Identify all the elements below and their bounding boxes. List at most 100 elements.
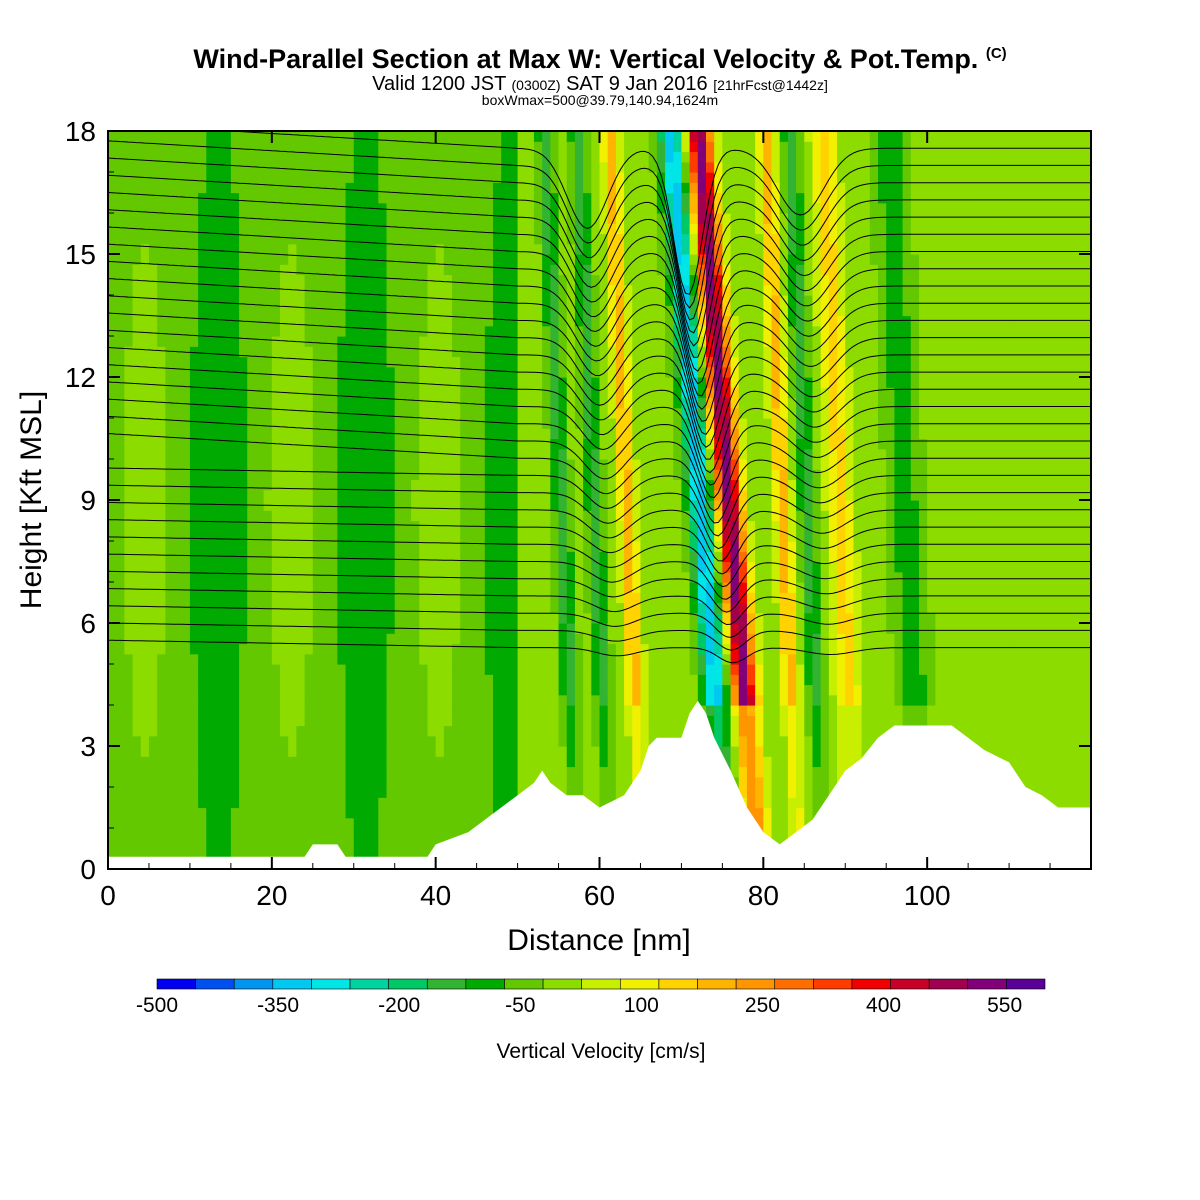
field-cell <box>312 295 322 306</box>
field-cell <box>574 787 584 798</box>
field-cell <box>222 776 232 788</box>
field-cell <box>394 295 404 306</box>
field-cell <box>320 284 330 296</box>
field-cell <box>247 479 257 491</box>
field-cell <box>353 366 363 378</box>
field-cell <box>320 694 330 706</box>
field-cell <box>345 489 355 501</box>
field-cell <box>157 520 166 532</box>
field-cell <box>583 202 592 214</box>
field-cell <box>378 284 388 296</box>
field-cell <box>173 817 183 829</box>
field-cell <box>624 336 633 347</box>
field-cell <box>239 653 248 665</box>
field-cell <box>247 766 257 778</box>
field-cell <box>214 848 224 860</box>
field-cell <box>615 336 625 347</box>
field-cell <box>386 592 396 604</box>
field-cell <box>468 202 478 214</box>
field-cell <box>247 377 257 388</box>
field-cell <box>222 684 232 696</box>
field-cell <box>255 366 265 378</box>
field-cell <box>140 684 150 696</box>
field-cell <box>288 797 298 809</box>
field-cell <box>509 551 519 563</box>
field-cell <box>599 715 609 727</box>
field-cell <box>525 612 535 624</box>
field-cell <box>189 828 199 839</box>
field-cell <box>189 418 199 429</box>
field-cell <box>468 407 478 419</box>
field-cell <box>509 448 519 460</box>
field-cell <box>181 213 191 224</box>
field-cell <box>173 489 183 501</box>
field-cell <box>533 397 543 409</box>
field-cell <box>230 172 240 183</box>
field-cell <box>222 233 232 245</box>
field-cell <box>296 172 306 183</box>
field-cell <box>296 295 306 306</box>
field-cell <box>206 787 216 798</box>
field-cell <box>198 397 207 409</box>
field-cell <box>435 418 445 429</box>
field-cell <box>533 664 543 675</box>
field-cell <box>296 735 306 747</box>
field-cell <box>525 305 535 317</box>
field-cell <box>402 684 412 696</box>
field-cell <box>460 674 470 686</box>
field-cell <box>239 612 248 624</box>
field-cell <box>624 397 633 409</box>
field-cell <box>214 787 224 798</box>
field-cell <box>574 715 584 727</box>
field-cell <box>509 377 519 388</box>
field-cell <box>599 797 609 809</box>
field-cell <box>656 356 666 368</box>
field-cell <box>501 664 510 675</box>
field-cell <box>206 182 216 194</box>
field-cell <box>132 612 142 624</box>
field-cell <box>599 674 609 686</box>
field-cell <box>255 561 265 573</box>
field-cell <box>476 776 486 788</box>
field-cell <box>181 377 191 388</box>
field-cell <box>607 715 617 727</box>
field-cell <box>640 161 650 173</box>
field-cell <box>501 694 510 706</box>
field-cell <box>558 551 568 563</box>
field-cell <box>583 571 592 583</box>
field-cell <box>460 213 470 224</box>
field-cell <box>255 182 265 194</box>
field-cell <box>394 838 404 850</box>
field-cell <box>214 551 224 563</box>
field-cell <box>280 674 289 686</box>
field-cell <box>476 674 486 686</box>
field-cell <box>280 305 289 317</box>
field-cell <box>460 633 470 645</box>
field-cell <box>312 776 322 788</box>
field-cell <box>124 448 134 460</box>
field-cell <box>124 418 134 429</box>
field-cell <box>624 479 633 491</box>
field-cell <box>108 766 117 778</box>
field-cell <box>353 602 363 614</box>
field-cell <box>247 735 257 747</box>
field-cell <box>280 448 289 460</box>
field-cell <box>157 838 166 850</box>
field-cell <box>312 366 322 378</box>
field-cell <box>615 243 625 255</box>
field-cell <box>345 448 355 460</box>
field-cell <box>378 223 388 235</box>
field-cell <box>648 161 658 173</box>
field-cell <box>124 459 134 470</box>
field-cell <box>550 500 560 511</box>
field-cell <box>124 520 134 532</box>
field-cell <box>542 664 551 675</box>
field-cell <box>443 756 453 768</box>
field-cell <box>353 653 363 665</box>
field-cell <box>550 469 560 481</box>
field-cell <box>271 828 281 839</box>
field-cell <box>116 684 125 696</box>
field-cell <box>419 612 429 624</box>
field-cell <box>533 295 543 306</box>
field-cell <box>108 653 117 665</box>
